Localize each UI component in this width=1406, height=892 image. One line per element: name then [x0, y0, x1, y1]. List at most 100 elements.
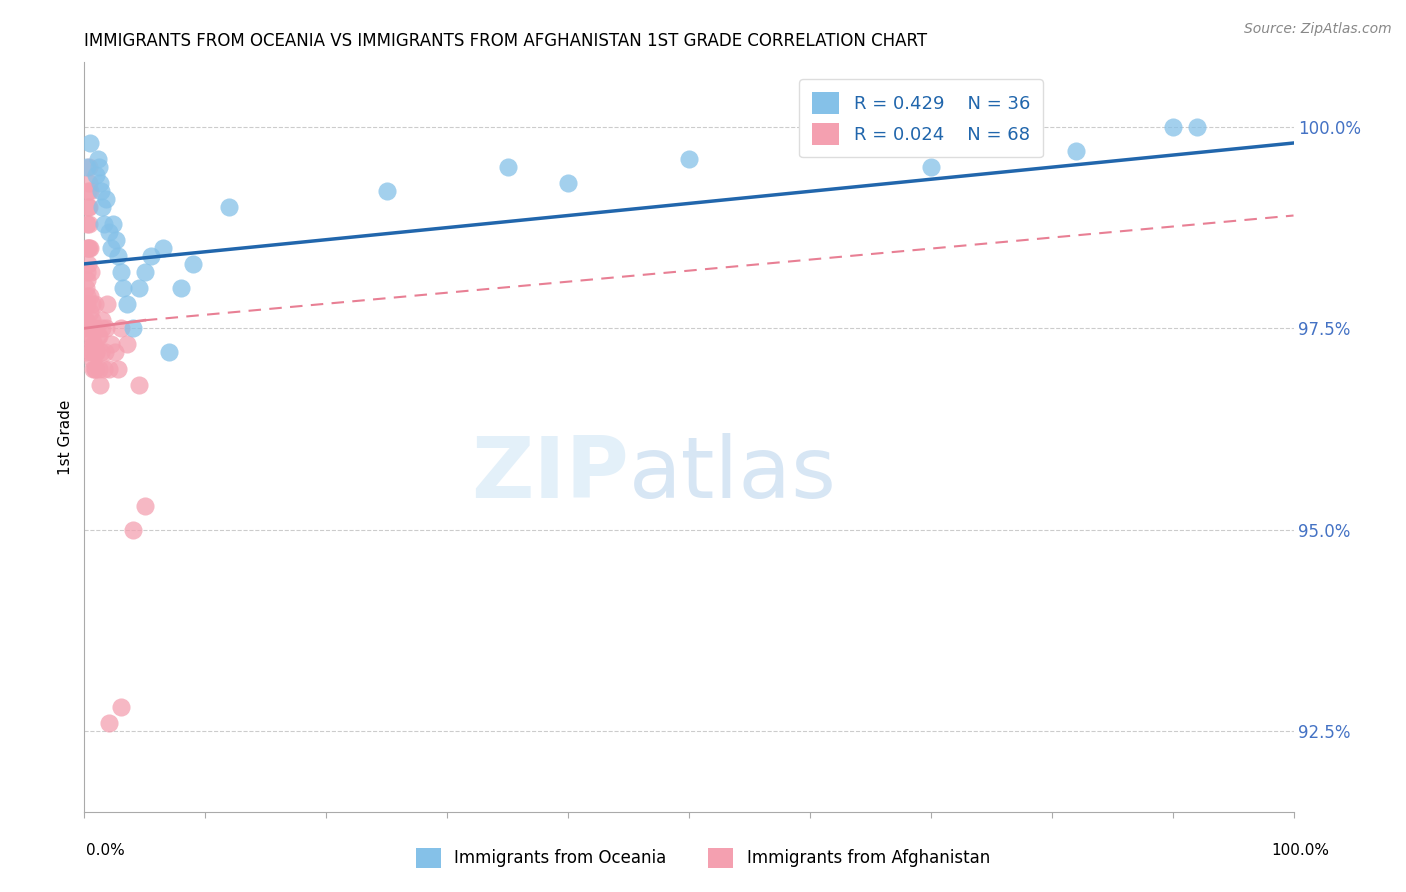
Point — [110, 265, 132, 279]
Point — [83, 337, 105, 351]
Point — [375, 185, 398, 199]
Point — [89, 176, 111, 190]
Point — [79, 217, 101, 231]
Point — [134, 499, 156, 513]
Point — [76, 289, 98, 303]
Point — [103, 217, 125, 231]
Point — [75, 297, 97, 311]
Point — [80, 265, 103, 279]
Text: ZIP: ZIP — [471, 433, 628, 516]
Point — [80, 345, 103, 359]
Point — [100, 337, 122, 351]
Text: IMMIGRANTS FROM OCEANIA VS IMMIGRANTS FROM AFGHANISTAN 1ST GRADE CORRELATION CHA: IMMIGRANTS FROM OCEANIA VS IMMIGRANTS FR… — [84, 32, 928, 50]
Legend: Immigrants from Oceania, Immigrants from Afghanistan: Immigrants from Oceania, Immigrants from… — [409, 841, 997, 875]
Point — [87, 329, 110, 343]
Point — [84, 361, 107, 376]
Point — [157, 345, 180, 359]
Point — [77, 185, 100, 199]
Point — [97, 716, 120, 731]
Point — [79, 185, 101, 199]
Point — [82, 353, 104, 368]
Point — [91, 201, 114, 215]
Point — [121, 523, 143, 537]
Point — [152, 241, 174, 255]
Point — [79, 241, 101, 255]
Point — [80, 329, 103, 343]
Point — [77, 321, 100, 335]
Point — [93, 217, 115, 231]
Point — [87, 160, 110, 174]
Point — [86, 168, 108, 182]
Text: atlas: atlas — [628, 433, 837, 516]
Text: Source: ZipAtlas.com: Source: ZipAtlas.com — [1244, 22, 1392, 37]
Point — [920, 160, 942, 174]
Point — [83, 321, 105, 335]
Point — [82, 337, 104, 351]
Point — [83, 297, 105, 311]
Y-axis label: 1st Grade: 1st Grade — [58, 400, 73, 475]
Point — [139, 249, 162, 263]
Point — [76, 273, 98, 287]
Point — [79, 289, 101, 303]
Point — [89, 377, 111, 392]
Point — [76, 160, 98, 174]
Point — [678, 152, 700, 166]
Point — [75, 313, 97, 327]
Text: 0.0%: 0.0% — [86, 843, 125, 858]
Point — [1064, 144, 1087, 158]
Point — [94, 345, 117, 359]
Point — [87, 361, 110, 376]
Point — [1161, 120, 1184, 134]
Point — [112, 281, 135, 295]
Point — [107, 361, 129, 376]
Point — [86, 329, 108, 343]
Legend: R = 0.429    N = 36, R = 0.024    N = 68: R = 0.429 N = 36, R = 0.024 N = 68 — [800, 79, 1043, 157]
Point — [82, 361, 104, 376]
Point — [75, 313, 97, 327]
Point — [86, 345, 108, 359]
Point — [82, 313, 104, 327]
Point — [83, 321, 105, 335]
Point — [77, 257, 100, 271]
Point — [77, 160, 100, 174]
Point — [75, 329, 97, 343]
Point — [75, 297, 97, 311]
Point — [170, 281, 193, 295]
Point — [77, 176, 100, 190]
Point — [79, 305, 101, 319]
Point — [496, 160, 519, 174]
Point — [97, 225, 120, 239]
Point — [1185, 120, 1208, 134]
Point — [79, 136, 101, 150]
Point — [97, 361, 120, 376]
Point — [76, 297, 98, 311]
Point — [799, 136, 821, 150]
Point — [128, 377, 150, 392]
Point — [76, 201, 98, 215]
Point — [115, 337, 138, 351]
Point — [107, 249, 129, 263]
Point — [94, 321, 117, 335]
Point — [100, 241, 122, 255]
Point — [218, 201, 240, 215]
Point — [77, 241, 100, 255]
Point — [115, 297, 138, 311]
Point — [90, 185, 112, 199]
Point — [121, 321, 143, 335]
Point — [80, 297, 103, 311]
Point — [76, 265, 98, 279]
Point — [77, 241, 100, 255]
Text: 100.0%: 100.0% — [1271, 843, 1330, 858]
Point — [77, 201, 100, 215]
Point — [90, 345, 112, 359]
Point — [110, 321, 132, 335]
Point — [76, 241, 98, 255]
Point — [94, 193, 117, 207]
Point — [76, 217, 98, 231]
Point — [75, 345, 97, 359]
Point — [73, 321, 96, 335]
Point — [104, 233, 127, 247]
Point — [128, 281, 150, 295]
Point — [86, 152, 108, 166]
Point — [75, 281, 97, 295]
